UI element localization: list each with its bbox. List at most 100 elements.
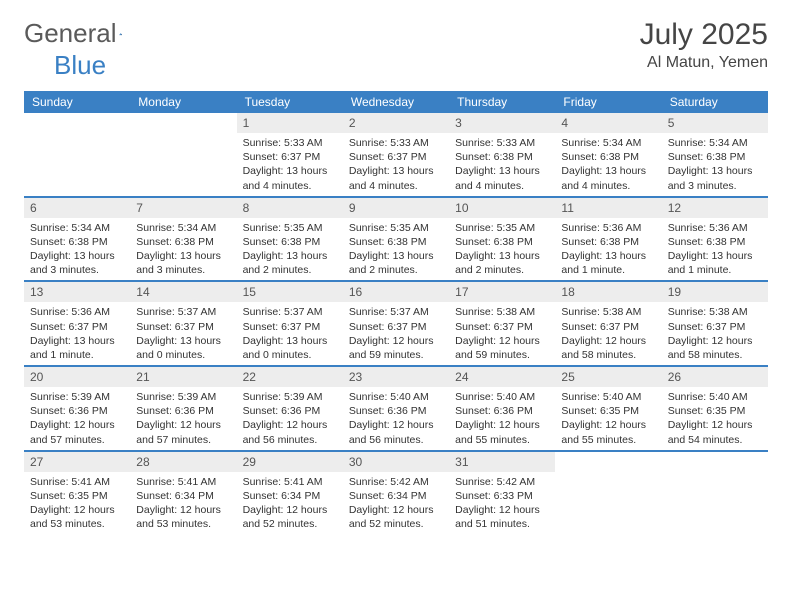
daylight-text: Daylight: 13 hours and 1 minute. [668,249,762,277]
day-header-cell: Saturday [662,91,768,113]
sunrise-text: Sunrise: 5:39 AM [30,390,124,404]
sunrise-text: Sunrise: 5:39 AM [243,390,337,404]
day-header-cell: Monday [130,91,236,113]
sunset-text: Sunset: 6:38 PM [561,235,655,249]
day-cell: 26Sunrise: 5:40 AMSunset: 6:35 PMDayligh… [662,367,768,450]
day-number: 6 [24,198,130,218]
day-cell: 0 [662,452,768,535]
daylight-text: Daylight: 12 hours and 53 minutes. [136,503,230,531]
day-cell: 15Sunrise: 5:37 AMSunset: 6:37 PMDayligh… [237,282,343,365]
sunset-text: Sunset: 6:35 PM [668,404,762,418]
day-number: 18 [555,282,661,302]
day-cell: 12Sunrise: 5:36 AMSunset: 6:38 PMDayligh… [662,198,768,281]
sunrise-text: Sunrise: 5:33 AM [455,136,549,150]
sunset-text: Sunset: 6:37 PM [561,320,655,334]
sunrise-text: Sunrise: 5:34 AM [136,221,230,235]
day-details: Sunrise: 5:37 AMSunset: 6:37 PMDaylight:… [237,302,343,365]
daylight-text: Daylight: 12 hours and 54 minutes. [668,418,762,446]
location: Al Matun, Yemen [640,54,768,72]
weeks-container: 001Sunrise: 5:33 AMSunset: 6:37 PMDaylig… [24,113,768,534]
day-details: Sunrise: 5:39 AMSunset: 6:36 PMDaylight:… [237,387,343,450]
sunset-text: Sunset: 6:37 PM [349,150,443,164]
daylight-text: Daylight: 13 hours and 3 minutes. [136,249,230,277]
day-cell: 0 [555,452,661,535]
daylight-text: Daylight: 12 hours and 57 minutes. [136,418,230,446]
day-details: Sunrise: 5:33 AMSunset: 6:37 PMDaylight:… [237,133,343,196]
day-cell: 0 [24,113,130,196]
calendar-page: General July 2025 Al Matun, Yemen Blue S… [0,0,792,552]
sunrise-text: Sunrise: 5:41 AM [136,475,230,489]
month-year: July 2025 [640,18,768,52]
day-cell: 8Sunrise: 5:35 AMSunset: 6:38 PMDaylight… [237,198,343,281]
day-number: 20 [24,367,130,387]
day-details: Sunrise: 5:37 AMSunset: 6:37 PMDaylight:… [130,302,236,365]
daylight-text: Daylight: 12 hours and 56 minutes. [243,418,337,446]
day-cell: 17Sunrise: 5:38 AMSunset: 6:37 PMDayligh… [449,282,555,365]
day-details: Sunrise: 5:34 AMSunset: 6:38 PMDaylight:… [130,218,236,281]
day-number: 23 [343,367,449,387]
day-number: 7 [130,198,236,218]
day-cell: 1Sunrise: 5:33 AMSunset: 6:37 PMDaylight… [237,113,343,196]
day-details: Sunrise: 5:39 AMSunset: 6:36 PMDaylight:… [24,387,130,450]
sunset-text: Sunset: 6:38 PM [668,150,762,164]
daylight-text: Daylight: 12 hours and 53 minutes. [30,503,124,531]
day-number: 13 [24,282,130,302]
sunset-text: Sunset: 6:37 PM [668,320,762,334]
day-cell: 22Sunrise: 5:39 AMSunset: 6:36 PMDayligh… [237,367,343,450]
sunset-text: Sunset: 6:37 PM [243,320,337,334]
day-details: Sunrise: 5:33 AMSunset: 6:38 PMDaylight:… [449,133,555,196]
sunset-text: Sunset: 6:37 PM [136,320,230,334]
sunrise-text: Sunrise: 5:42 AM [455,475,549,489]
day-number: 27 [24,452,130,472]
sunset-text: Sunset: 6:38 PM [455,150,549,164]
daylight-text: Daylight: 13 hours and 3 minutes. [668,164,762,192]
day-details: Sunrise: 5:36 AMSunset: 6:38 PMDaylight:… [662,218,768,281]
brand-logo: General [24,18,143,49]
day-details: Sunrise: 5:41 AMSunset: 6:34 PMDaylight:… [237,472,343,535]
day-cell: 9Sunrise: 5:35 AMSunset: 6:38 PMDaylight… [343,198,449,281]
day-details: Sunrise: 5:40 AMSunset: 6:35 PMDaylight:… [555,387,661,450]
day-details: Sunrise: 5:35 AMSunset: 6:38 PMDaylight:… [449,218,555,281]
daylight-text: Daylight: 13 hours and 4 minutes. [455,164,549,192]
day-number: 12 [662,198,768,218]
sunrise-text: Sunrise: 5:41 AM [30,475,124,489]
daylight-text: Daylight: 13 hours and 0 minutes. [136,334,230,362]
day-details: Sunrise: 5:39 AMSunset: 6:36 PMDaylight:… [130,387,236,450]
sunrise-text: Sunrise: 5:40 AM [668,390,762,404]
daylight-text: Daylight: 12 hours and 51 minutes. [455,503,549,531]
week-row: 20Sunrise: 5:39 AMSunset: 6:36 PMDayligh… [24,365,768,450]
day-number: 22 [237,367,343,387]
week-row: 13Sunrise: 5:36 AMSunset: 6:37 PMDayligh… [24,280,768,365]
sunset-text: Sunset: 6:34 PM [349,489,443,503]
sunset-text: Sunset: 6:38 PM [455,235,549,249]
sunrise-text: Sunrise: 5:42 AM [349,475,443,489]
day-header-row: SundayMondayTuesdayWednesdayThursdayFrid… [24,91,768,113]
day-cell: 27Sunrise: 5:41 AMSunset: 6:35 PMDayligh… [24,452,130,535]
sunset-text: Sunset: 6:38 PM [668,235,762,249]
day-header-cell: Wednesday [343,91,449,113]
sunrise-text: Sunrise: 5:39 AM [136,390,230,404]
day-cell: 3Sunrise: 5:33 AMSunset: 6:38 PMDaylight… [449,113,555,196]
day-cell: 11Sunrise: 5:36 AMSunset: 6:38 PMDayligh… [555,198,661,281]
day-cell: 19Sunrise: 5:38 AMSunset: 6:37 PMDayligh… [662,282,768,365]
daylight-text: Daylight: 12 hours and 55 minutes. [561,418,655,446]
day-header-cell: Tuesday [237,91,343,113]
daylight-text: Daylight: 12 hours and 57 minutes. [30,418,124,446]
day-cell: 16Sunrise: 5:37 AMSunset: 6:37 PMDayligh… [343,282,449,365]
day-number: 29 [237,452,343,472]
day-details: Sunrise: 5:36 AMSunset: 6:38 PMDaylight:… [555,218,661,281]
sunrise-text: Sunrise: 5:34 AM [30,221,124,235]
daylight-text: Daylight: 13 hours and 1 minute. [561,249,655,277]
sunrise-text: Sunrise: 5:36 AM [561,221,655,235]
sunset-text: Sunset: 6:33 PM [455,489,549,503]
day-cell: 14Sunrise: 5:37 AMSunset: 6:37 PMDayligh… [130,282,236,365]
sunset-text: Sunset: 6:37 PM [349,320,443,334]
day-header-cell: Sunday [24,91,130,113]
daylight-text: Daylight: 13 hours and 4 minutes. [243,164,337,192]
day-details: Sunrise: 5:38 AMSunset: 6:37 PMDaylight:… [662,302,768,365]
day-details: Sunrise: 5:41 AMSunset: 6:34 PMDaylight:… [130,472,236,535]
sunset-text: Sunset: 6:36 PM [136,404,230,418]
sunrise-text: Sunrise: 5:33 AM [243,136,337,150]
sunrise-text: Sunrise: 5:36 AM [668,221,762,235]
sunset-text: Sunset: 6:38 PM [136,235,230,249]
